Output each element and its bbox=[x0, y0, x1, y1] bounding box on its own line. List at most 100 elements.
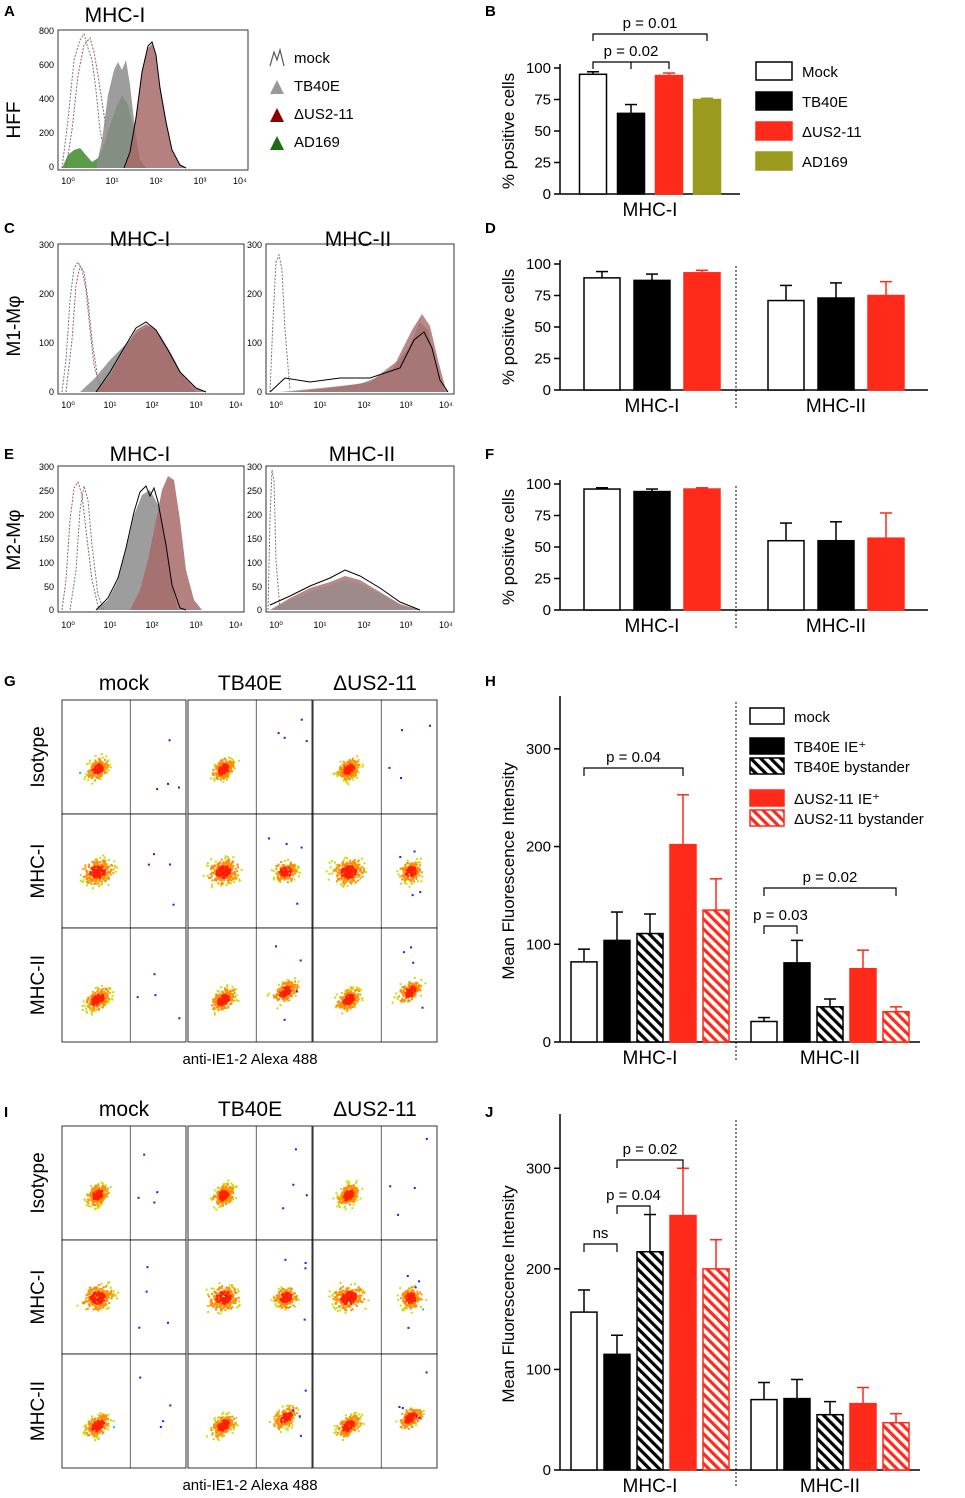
dotplot-g-event bbox=[358, 863, 361, 866]
dotplot-g-event bbox=[97, 770, 100, 773]
dotplot-g-event bbox=[96, 863, 99, 866]
dotplot-g-event bbox=[345, 861, 348, 864]
dotplot-i-event bbox=[82, 1301, 85, 1304]
dotplot-i-event bbox=[284, 1301, 287, 1304]
panel-label-h: H bbox=[485, 673, 496, 690]
dotplot-g-event bbox=[96, 775, 99, 778]
dotplot-g-event bbox=[85, 884, 88, 887]
dotplot-g-event bbox=[286, 871, 289, 874]
dotplot-g-event bbox=[223, 772, 226, 775]
dotplot-i-event bbox=[235, 1297, 238, 1300]
dotplot-g-event bbox=[352, 986, 355, 989]
dotplot-g-event bbox=[218, 1004, 221, 1007]
dotplot-g-event bbox=[294, 872, 297, 875]
dotplot-i-event bbox=[99, 1193, 102, 1196]
dotplot-g-event bbox=[346, 781, 349, 784]
dotplot-i-event bbox=[231, 1189, 234, 1192]
dotplot-i-event bbox=[210, 1304, 213, 1307]
dotplot-g-event bbox=[228, 879, 231, 882]
dotplot-g-event bbox=[226, 984, 229, 987]
dotplot-g-event bbox=[353, 989, 356, 992]
dotplot-g-event bbox=[104, 869, 107, 872]
panel-label-c: C bbox=[4, 220, 15, 237]
dotplot-i-event bbox=[223, 1305, 226, 1308]
dotplot-g-event bbox=[214, 877, 217, 880]
dotplot-g-event bbox=[402, 995, 405, 998]
dotplot-i-event bbox=[348, 1180, 351, 1183]
dotplot-i-event bbox=[296, 1299, 299, 1302]
dotplot-i-event bbox=[357, 1189, 360, 1192]
dotplot-g-event bbox=[93, 873, 96, 876]
dotplot-i-event bbox=[220, 1199, 223, 1202]
dotplot-i-event bbox=[207, 1295, 210, 1298]
dotplot-i-event bbox=[206, 1304, 209, 1307]
dotplot-g-event bbox=[90, 879, 93, 882]
dotplot-g-event bbox=[212, 865, 215, 868]
dotplot-g-event bbox=[336, 874, 339, 877]
dotplot-g-event bbox=[341, 1012, 344, 1015]
dotplot-g-event bbox=[91, 998, 94, 1001]
dotplot-i-event bbox=[340, 1294, 343, 1297]
dotplot-g-cell-frame bbox=[61, 927, 187, 1043]
dotplot-g-event bbox=[347, 777, 350, 780]
dotplot-g-event bbox=[167, 782, 170, 785]
dotplot-i-event bbox=[287, 1295, 290, 1298]
dotplot-g-event bbox=[294, 983, 297, 986]
dotplot-i-event bbox=[89, 1301, 92, 1304]
dotplot-g-event bbox=[99, 765, 102, 768]
dotplot-g-event bbox=[275, 867, 278, 870]
hist-c2-xtick: 10² bbox=[357, 400, 370, 410]
dotplot-g-event bbox=[341, 881, 344, 884]
dotplot-i-event bbox=[100, 1290, 103, 1293]
dotplot-g-event bbox=[91, 764, 94, 767]
dotplot-g-event bbox=[350, 874, 353, 877]
dotplot-i-event bbox=[351, 1288, 354, 1291]
dotplot-g-event bbox=[88, 762, 91, 765]
dotplot-g-event bbox=[85, 870, 88, 873]
dotplot-g-event bbox=[292, 864, 295, 867]
dotplot-g-event bbox=[230, 868, 233, 871]
dotplot-g-event bbox=[407, 983, 410, 986]
dotplot-g-event bbox=[220, 1008, 223, 1011]
dotplot-g-event bbox=[79, 874, 82, 877]
dotplot-g-event bbox=[282, 981, 285, 984]
dotplot-g-event bbox=[230, 770, 233, 773]
dotplot-i-event bbox=[92, 1308, 95, 1311]
dotplot-g-event bbox=[357, 875, 360, 878]
dotplot-g-event bbox=[211, 871, 214, 874]
dotplot-g-event bbox=[413, 985, 416, 988]
dotplot-i-event bbox=[223, 1190, 226, 1193]
dotplot-i-event bbox=[218, 1294, 221, 1297]
dotplot-g-event bbox=[267, 837, 270, 840]
dotplot-g-event bbox=[428, 724, 431, 727]
dotplot-g-event bbox=[101, 995, 104, 998]
dotplot-g-event bbox=[97, 870, 100, 873]
dotplot-i-event bbox=[292, 1183, 295, 1186]
dotplot-g-event bbox=[405, 882, 408, 885]
dotplot-g-event bbox=[279, 881, 282, 884]
dotplot-g-event bbox=[94, 880, 97, 883]
dotplot-g-event bbox=[355, 771, 358, 774]
dotplot-g-event bbox=[296, 865, 299, 868]
dotplot-g-event bbox=[412, 961, 415, 964]
dotplot-i-event bbox=[355, 1186, 358, 1189]
dotplot-g-event bbox=[229, 872, 232, 875]
hist-e-isotype-curve bbox=[61, 480, 105, 611]
dotplot-g-event bbox=[220, 1004, 223, 1007]
dotplot-i-event bbox=[224, 1302, 227, 1305]
dotplot-g-event bbox=[282, 998, 285, 1001]
dotplot-g-event bbox=[343, 771, 346, 774]
dotplot-g-event bbox=[228, 859, 231, 862]
dotplot-g-event bbox=[101, 993, 104, 996]
dotplot-g-event bbox=[349, 872, 352, 875]
dotplot-g-event bbox=[338, 768, 341, 771]
dotplot-g-event bbox=[85, 872, 88, 875]
dotplot-i-event bbox=[93, 1200, 96, 1203]
dotplot-i-event bbox=[290, 1294, 293, 1297]
dotplot-g-event bbox=[82, 1000, 85, 1003]
dotplot-i-cell bbox=[312, 1125, 438, 1241]
dotplot-i-event bbox=[102, 1286, 105, 1289]
dotplot-g-event bbox=[349, 995, 352, 998]
dotplot-g-event bbox=[279, 1004, 282, 1007]
dotplot-i-event bbox=[274, 1303, 277, 1306]
